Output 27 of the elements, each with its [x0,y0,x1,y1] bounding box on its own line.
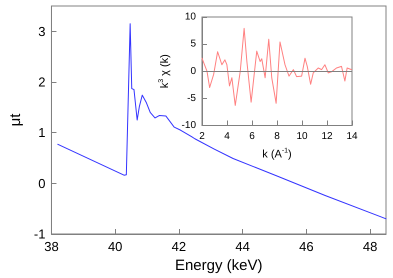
y-tick-label: -1 [34,226,46,242]
line-series [57,23,386,220]
x-tick-label: 46 [299,239,314,254]
x-tick-label: 38 [44,239,59,254]
x-tick-label: 44 [235,239,250,254]
x-tick-label: 10 [296,131,308,142]
line-series [202,28,352,106]
x-tick-label: 42 [172,239,186,254]
x-tick-label: 2 [199,131,206,142]
x-tick-label: 12 [321,131,333,142]
x-tick-label: 48 [362,239,378,254]
x-axis-title: Energy (keV) [174,257,263,274]
y-tick-label: 10 [184,12,196,22]
x-tick-label: 40 [108,239,122,254]
y-tick-label: 1 [38,125,46,140]
y-tick-label: 0 [38,176,46,191]
x-tick-label: 6 [249,131,256,142]
y-tick-label: -5 [187,92,196,104]
x-tick-label: 8 [274,131,280,142]
y-tick-label: 0 [190,66,196,77]
y-axis-title: μt [7,112,24,126]
y-tick-label: 2 [38,74,46,90]
y-tick-label: -10 [182,120,196,131]
x-tick-label: 4 [224,131,230,142]
x-tick-label: 14 [346,131,358,142]
y-tick-label: 5 [190,38,196,50]
y-tick-label: 3 [38,24,46,39]
